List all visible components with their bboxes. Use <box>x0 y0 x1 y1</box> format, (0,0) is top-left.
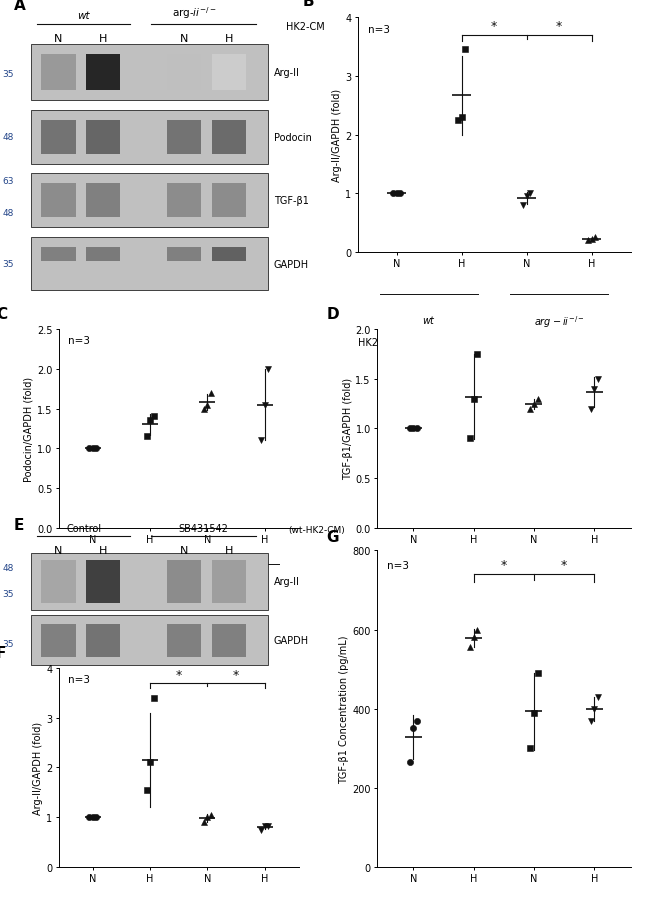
Bar <box>41 624 75 656</box>
Bar <box>212 624 246 656</box>
Text: E: E <box>14 517 24 533</box>
Bar <box>31 174 268 228</box>
Y-axis label: Arg-II/GAPDH (fold): Arg-II/GAPDH (fold) <box>332 88 342 182</box>
Bar <box>86 561 120 603</box>
Bar <box>41 54 75 91</box>
Bar <box>212 184 246 218</box>
Y-axis label: TGF-β1 Concentration (pg/mL): TGF-β1 Concentration (pg/mL) <box>339 635 350 783</box>
Text: N: N <box>180 34 188 44</box>
Text: B: B <box>303 0 315 9</box>
Text: $wt$: $wt$ <box>422 314 436 326</box>
Text: wt: wt <box>77 11 90 21</box>
Text: Arg-II: Arg-II <box>274 68 300 78</box>
Text: Control: Control <box>66 524 101 534</box>
Text: H: H <box>99 545 107 555</box>
Bar <box>86 120 120 154</box>
Text: $\it{arg-ii}^{-/-}$: $\it{arg-ii}^{-/-}$ <box>534 314 584 330</box>
Text: N: N <box>54 545 62 555</box>
Bar <box>167 184 201 218</box>
Text: D: D <box>326 307 339 321</box>
Text: n=3: n=3 <box>68 675 90 684</box>
Text: $\it{arg-ii}^{-/-}$: $\it{arg-ii}^{-/-}$ <box>211 580 261 596</box>
Text: N: N <box>54 34 62 44</box>
Bar <box>41 184 75 218</box>
Text: H: H <box>99 34 107 44</box>
Text: N: N <box>180 545 188 555</box>
Text: 48: 48 <box>2 133 14 142</box>
Text: n=3: n=3 <box>369 25 391 35</box>
Y-axis label: TGF-β1/GAPDH (fold): TGF-β1/GAPDH (fold) <box>343 378 352 479</box>
Text: 63: 63 <box>2 177 14 186</box>
Bar <box>167 624 201 656</box>
Text: 35: 35 <box>2 260 14 269</box>
Text: $wt$: $wt$ <box>436 580 450 591</box>
Text: GAPDH: GAPDH <box>274 636 309 646</box>
Text: 35: 35 <box>2 639 14 648</box>
Text: arg-$\it{ii}^{-/-}$: arg-$\it{ii}^{-/-}$ <box>172 5 217 21</box>
Text: 48: 48 <box>2 563 14 573</box>
Text: 48: 48 <box>2 209 14 218</box>
Text: 35: 35 <box>2 589 14 598</box>
Text: (wt-HK2-CM): (wt-HK2-CM) <box>289 526 345 535</box>
Bar <box>31 45 268 101</box>
Text: G: G <box>326 529 339 545</box>
Text: HK2-CM:: HK2-CM: <box>358 338 400 348</box>
Bar <box>167 247 201 282</box>
Bar <box>86 184 120 218</box>
Bar <box>41 561 75 603</box>
Bar <box>41 247 75 282</box>
Text: *: * <box>491 21 497 33</box>
Bar <box>31 616 268 665</box>
Text: 35: 35 <box>2 70 14 79</box>
Bar <box>167 561 201 603</box>
Text: *: * <box>561 558 567 572</box>
Bar <box>31 554 268 610</box>
Text: HK2-CM:: HK2-CM: <box>58 600 101 610</box>
Text: C: C <box>0 307 7 321</box>
Y-axis label: Arg-II/GAPDH (fold): Arg-II/GAPDH (fold) <box>33 721 43 815</box>
Bar <box>167 54 201 91</box>
Bar <box>86 247 120 282</box>
Text: Arg-II: Arg-II <box>274 577 300 587</box>
Text: n=3: n=3 <box>387 560 409 571</box>
Text: $\it{arg-ii}^{-/-}$: $\it{arg-ii}^{-/-}$ <box>539 580 590 596</box>
Bar <box>41 120 75 154</box>
Text: *: * <box>176 668 182 681</box>
Bar <box>212 54 246 91</box>
Bar <box>212 120 246 154</box>
Text: *: * <box>556 21 562 33</box>
Y-axis label: Podocin/GAPDH (fold): Podocin/GAPDH (fold) <box>24 377 34 481</box>
Bar <box>86 624 120 656</box>
Bar <box>212 247 246 282</box>
Text: n=3: n=3 <box>68 336 90 346</box>
Bar <box>167 120 201 154</box>
Text: HK2-CM: HK2-CM <box>285 22 324 32</box>
Text: H: H <box>225 34 233 44</box>
Text: A: A <box>14 0 25 14</box>
Text: $wt$: $wt$ <box>114 580 129 591</box>
Text: HK2-CM:: HK2-CM: <box>377 600 419 610</box>
Text: *: * <box>500 558 507 572</box>
Text: SB431542: SB431542 <box>179 524 228 534</box>
Text: Podocin: Podocin <box>274 133 311 143</box>
Text: TGF-β1: TGF-β1 <box>274 196 309 206</box>
Bar <box>31 111 268 164</box>
Text: H: H <box>225 545 233 555</box>
Bar <box>31 237 268 291</box>
Text: *: * <box>233 668 239 681</box>
Bar <box>86 54 120 91</box>
Text: GAPDH: GAPDH <box>274 259 309 269</box>
Text: F: F <box>0 646 6 660</box>
Bar <box>212 561 246 603</box>
